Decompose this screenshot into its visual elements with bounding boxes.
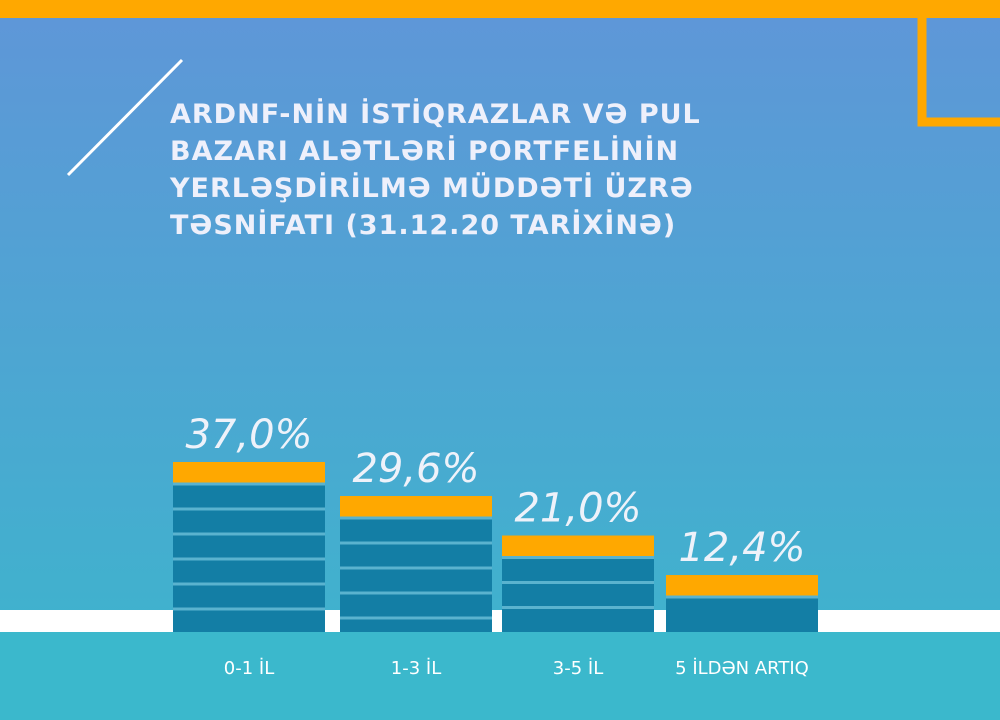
corner-bracket (917, 0, 1000, 127)
bar-cap (666, 575, 818, 598)
x-tick-label: 0-1 İL (224, 658, 274, 679)
value-label: 29,6% (352, 446, 479, 492)
baseline-strip (0, 610, 1000, 632)
bar-cap (502, 535, 654, 558)
bar (173, 462, 325, 632)
x-tick-label: 5 İLDƏN ARTIQ (675, 658, 809, 679)
value-label: 21,0% (514, 486, 641, 532)
value-label: 12,4% (678, 525, 805, 571)
decor-line (66, 58, 184, 177)
bar-cap (340, 496, 492, 518)
value-label: 37,0% (185, 412, 312, 458)
chart-title: ARDNF-NİN İSTİQRAZLAR VƏ PUL BAZARI ALƏT… (170, 99, 701, 241)
footer-band (0, 632, 1000, 720)
top-stripe (0, 0, 1000, 18)
bar-cap (173, 462, 325, 484)
x-tick-label: 1-3 İL (391, 658, 441, 679)
x-tick-label: 3-5 İL (553, 658, 603, 679)
